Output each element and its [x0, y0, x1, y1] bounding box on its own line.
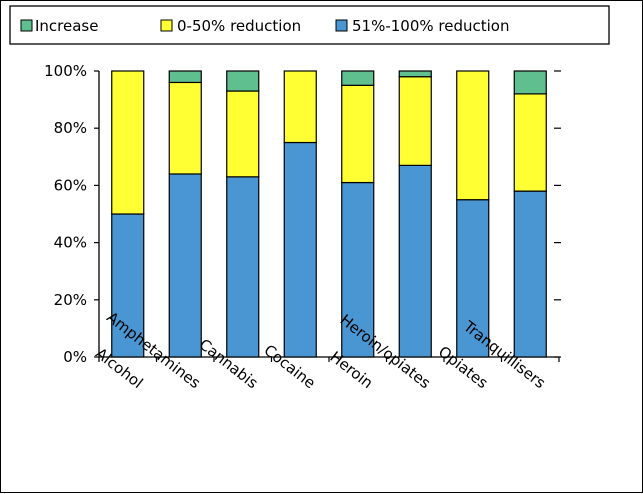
bar-segment-4-2	[341, 70, 375, 86]
y-tick-labels: 0% 20% 40% 60% 80% 100%	[44, 62, 87, 366]
bar-segment-3-1	[283, 70, 317, 144]
legend-box	[9, 5, 610, 45]
legend-swatch-2	[335, 19, 348, 32]
bar-segment-2-0	[226, 176, 260, 358]
bar-segment-4-0	[341, 181, 375, 358]
y-tick-label-4: 80%	[54, 119, 87, 137]
bar-segment-7-0	[513, 190, 547, 358]
bars	[111, 70, 547, 358]
legend-swatch-1	[160, 19, 173, 32]
bar-segment-0-0	[111, 213, 145, 358]
bar-segment-5-1	[398, 76, 432, 166]
bar-segment-3-0	[283, 141, 317, 358]
legend-label-2: 51%-100% reduction	[352, 17, 509, 35]
bar-segment-5-0	[398, 164, 432, 358]
bar-segment-2-2	[226, 70, 260, 92]
bar-segment-7-2	[513, 70, 547, 95]
bar-segment-7-1	[513, 93, 547, 192]
legend-swatch-0	[20, 19, 33, 32]
legend: Increase 0-50% reduction 51%-100% reductio…	[9, 5, 610, 45]
y-tick-label-0: 0%	[63, 348, 87, 366]
y-tick-label-2: 40%	[54, 234, 87, 252]
bar-segment-4-1	[341, 84, 375, 184]
y-tick-label-1: 20%	[54, 291, 87, 309]
legend-label-0: Increase	[35, 17, 98, 35]
bar-segment-1-1	[168, 81, 202, 175]
bar-segment-6-1	[456, 70, 490, 201]
bar-segment-2-1	[226, 90, 260, 178]
bar-segment-1-2	[168, 70, 202, 84]
bar-segment-6-0	[456, 199, 490, 358]
bar-segment-0-1	[111, 70, 145, 215]
legend-label-1: 0-50% reduction	[177, 17, 301, 35]
axes	[94, 70, 561, 362]
y-tick-label-5: 100%	[44, 62, 87, 80]
bar-segment-1-0	[168, 173, 202, 358]
y-tick-label-3: 60%	[54, 176, 87, 194]
bar-segment-5-2	[398, 70, 432, 78]
